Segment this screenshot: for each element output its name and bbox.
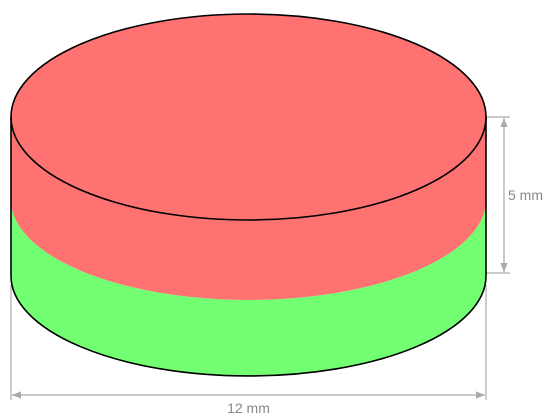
height-label: 5 mm (508, 187, 543, 203)
magnet-top-face (10, 13, 487, 221)
magnet-top-half-side (11, 117, 486, 300)
magnet-outline (10, 117, 487, 377)
diameter-label: 12 mm (227, 400, 270, 416)
magnet-bottom-half (11, 200, 486, 376)
